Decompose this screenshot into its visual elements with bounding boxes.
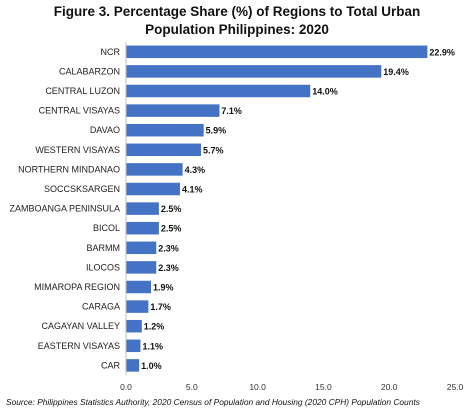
category-label: DAVAO [90,125,120,135]
value-label: 2.5% [161,204,182,214]
value-label: 2.3% [158,263,179,273]
bar [126,45,428,59]
value-label: 4.3% [185,165,206,175]
bar [126,104,220,117]
category-label: ZAMBOANGA PENINSULA [9,204,120,214]
x-tick-label: 20.0 [381,382,398,392]
category-label: CENTRAL LUZON [45,86,120,96]
value-label: 7.1% [221,106,242,116]
value-label: 5.7% [203,145,224,155]
value-label: 1.7% [150,302,171,312]
value-label: 2.5% [161,224,182,234]
category-label: BICOL [93,223,120,233]
value-label: 1.2% [144,322,165,332]
category-label: EASTERN VISAYAS [38,341,120,351]
value-label: 5.9% [206,126,227,136]
chart-title-line1: Figure 3. Percentage Share (%) of Region… [53,4,421,19]
bar [126,65,382,78]
category-label: ILOCOS [86,262,120,272]
category-label: MIMAROPA REGION [34,282,120,292]
x-tick-label: 25.0 [447,382,464,392]
bar [126,319,142,333]
value-label: 1.0% [141,361,162,371]
bar [126,123,204,137]
bar [126,143,202,157]
bar [126,241,157,255]
value-labels: 22.9%19.4%14.0%7.1%5.9%5.7%4.3%4.1%2.5%2… [141,47,455,371]
category-label: NORTHERN MINDANAO [18,164,120,174]
bar [126,182,180,196]
x-tick-label: 5.0 [186,382,198,392]
value-label: 22.9% [429,47,455,57]
bar [126,339,141,353]
bars [126,45,428,372]
value-label: 1.9% [153,283,174,293]
value-label: 1.1% [142,341,163,351]
category-label: BARMM [87,243,121,253]
category-label: WESTERN VISAYAS [35,145,120,155]
value-label: 2.3% [158,243,179,253]
chart-title-line2: Population Philippines: 2020 [145,22,329,37]
x-tick-label: 15.0 [315,382,332,392]
category-label: CAGAYAN VALLEY [41,321,120,331]
value-label: 4.1% [182,185,203,195]
bar [126,280,152,294]
category-label: CENTRAL VISAYAS [39,106,120,116]
category-label: CAR [101,360,121,370]
source-note: Source: Philippines Statistics Authority… [6,397,420,407]
category-label: SOCCSKSARGEN [44,184,120,194]
bar [126,359,140,372]
bar [126,202,159,215]
category-label: NCR [101,47,121,57]
x-tick-label: 10.0 [249,382,266,392]
category-label: CARAGA [82,302,120,312]
bar [126,84,311,98]
axis-tick-labels: 0.0 5.0 10.0 15.0 20.0 25.0 [120,382,463,392]
value-label: 19.4% [383,67,409,77]
bar [126,163,183,176]
bar [126,300,149,313]
category-label: CALABARZON [59,66,120,76]
x-tick-label: 0.0 [120,382,132,392]
value-label: 14.0% [312,87,338,97]
bar [126,221,159,235]
bar [126,261,157,274]
chart-title: Figure 3. Percentage Share (%) of Region… [0,3,474,39]
category-labels: NCR CALABARZON CENTRAL LUZON CENTRAL VISAYA… [9,47,120,371]
